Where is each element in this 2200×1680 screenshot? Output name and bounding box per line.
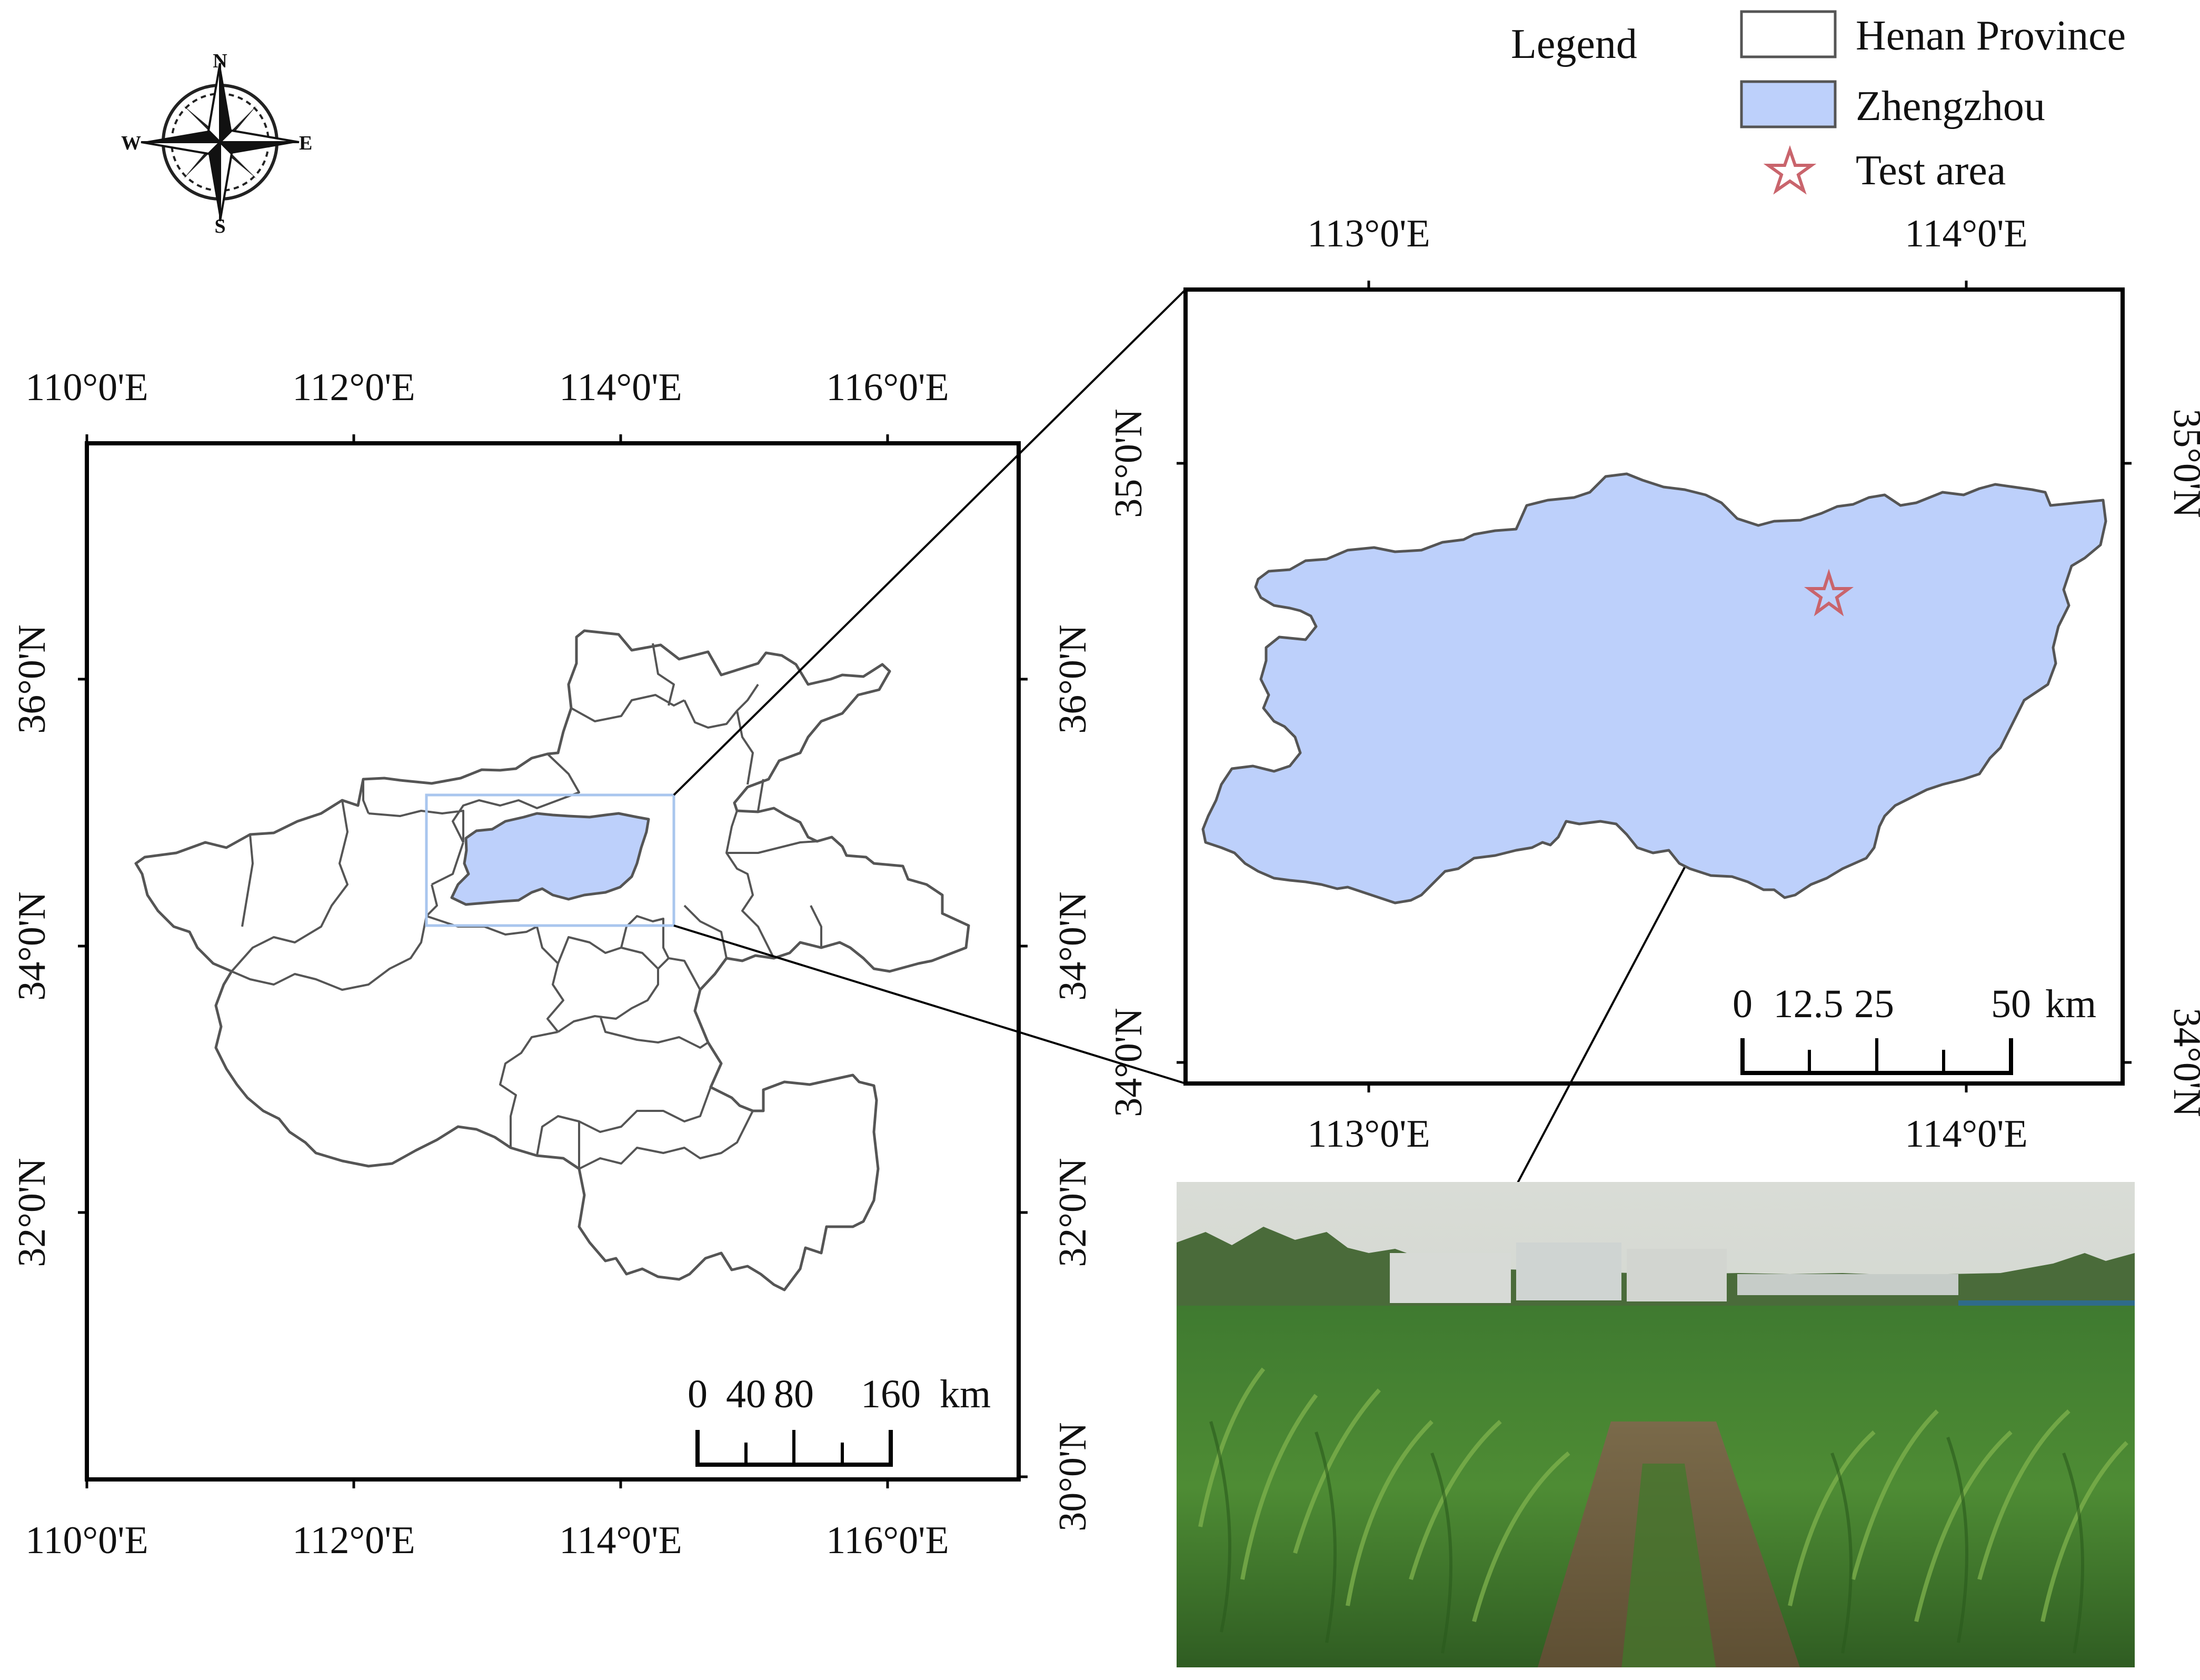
main-scale-unit: km bbox=[940, 1372, 991, 1416]
main-map-ticks bbox=[78, 434, 1028, 1488]
main-lat-label-left-2: 32°0'N bbox=[11, 1158, 54, 1267]
main-lat-label-right-1: 34°0'N bbox=[1051, 891, 1094, 1000]
inset-lon-label-bottom-0: 113°0'E bbox=[1307, 1112, 1430, 1156]
main-lon-label-top-1: 112°0'E bbox=[292, 366, 415, 409]
inset-scale-tick-1: 12.5 bbox=[1774, 982, 1844, 1026]
main-lat-label-left-0: 36°0'N bbox=[11, 624, 54, 733]
legend-henan-label: Henan Province bbox=[1856, 13, 2126, 59]
main-lon-label-top-0: 110°0'E bbox=[25, 366, 148, 409]
inset-scale-tick-2: 25 bbox=[1854, 982, 1894, 1026]
inset-scale-bar: 0 12.5 25 50 km bbox=[1733, 982, 2096, 1075]
main-lon-label-bottom-2: 114°0'E bbox=[559, 1519, 682, 1562]
zhengzhou-region-inset bbox=[1201, 472, 2107, 904]
inset-scale-tick-3: 50 bbox=[1991, 982, 2031, 1026]
inset-lon-label-bottom-1: 114°0'E bbox=[1905, 1112, 2027, 1156]
test-area-photo bbox=[1177, 1182, 2135, 1667]
main-scale-tick-1: 40 bbox=[726, 1372, 766, 1416]
legend-henan-swatch bbox=[1740, 10, 1837, 58]
main-lat-label-right-2: 32°0'N bbox=[1051, 1158, 1094, 1267]
main-map-frame bbox=[85, 441, 1021, 1482]
compass-east-label: E bbox=[299, 132, 312, 154]
legend-test-area-label: Test area bbox=[1856, 147, 2006, 194]
main-lon-label-top-2: 114°0'E bbox=[559, 366, 682, 409]
compass-north-label: N bbox=[213, 50, 227, 72]
main-scale-tick-3: 160 bbox=[861, 1372, 921, 1416]
leader-line-top bbox=[673, 289, 1187, 796]
legend-zhengzhou-label: Zhengzhou bbox=[1856, 83, 2045, 130]
legend-title: Legend bbox=[1511, 21, 1637, 67]
main-lat-label-right-3: 30°0'N bbox=[1051, 1422, 1094, 1531]
main-lon-label-top-3: 116°0'E bbox=[826, 366, 949, 409]
henan-province-outline bbox=[134, 629, 970, 1291]
legend-zhengzhou-swatch bbox=[1740, 80, 1837, 128]
inset-map-ticks bbox=[1177, 281, 2132, 1092]
inset-scale-unit: km bbox=[2045, 982, 2096, 1026]
inset-lon-label-top-0: 113°0'E bbox=[1307, 212, 1430, 255]
inset-lat-label-left-0: 35°0'N bbox=[1107, 409, 1150, 518]
main-lon-label-bottom-0: 110°0'E bbox=[25, 1519, 148, 1562]
test-area-star-icon bbox=[1804, 569, 1854, 617]
inset-scale-tick-0: 0 bbox=[1733, 982, 1753, 1026]
main-scale-tick-2: 80 bbox=[774, 1372, 814, 1416]
main-lat-label-left-1: 34°0'N bbox=[11, 891, 54, 1000]
compass-south-label: S bbox=[214, 215, 225, 237]
compass-rose-icon: N S E W bbox=[121, 50, 312, 237]
star-icon bbox=[1763, 145, 1817, 195]
henan-map bbox=[134, 629, 970, 1291]
inset-lat-label-right-0: 35°0'N bbox=[2165, 409, 2200, 518]
main-lon-label-bottom-1: 112°0'E bbox=[292, 1519, 415, 1562]
inset-lat-label-left-1: 34°0'N bbox=[1107, 1008, 1150, 1117]
compass-west-label: W bbox=[121, 132, 141, 154]
prefecture-boundaries bbox=[231, 643, 822, 1170]
inset-lat-label-right-1: 34°0'N bbox=[2165, 1008, 2200, 1117]
main-lat-label-right-0: 36°0'N bbox=[1051, 624, 1094, 733]
inset-map-frame bbox=[1183, 287, 2125, 1086]
inset-lon-label-top-1: 114°0'E bbox=[1905, 212, 2027, 255]
zhengzhou-inset-map bbox=[1201, 472, 2107, 904]
legend: Legend Henan Province Zhengzhou Test are… bbox=[1511, 10, 2126, 195]
inset-extent-box bbox=[425, 793, 675, 927]
zhengzhou-region-main bbox=[450, 812, 650, 906]
leader-line-bottom bbox=[673, 925, 1186, 1085]
main-scale-tick-0: 0 bbox=[688, 1372, 708, 1416]
main-lon-label-bottom-3: 116°0'E bbox=[826, 1519, 949, 1562]
main-scale-bar: 0 40 80 160 km bbox=[688, 1372, 991, 1467]
